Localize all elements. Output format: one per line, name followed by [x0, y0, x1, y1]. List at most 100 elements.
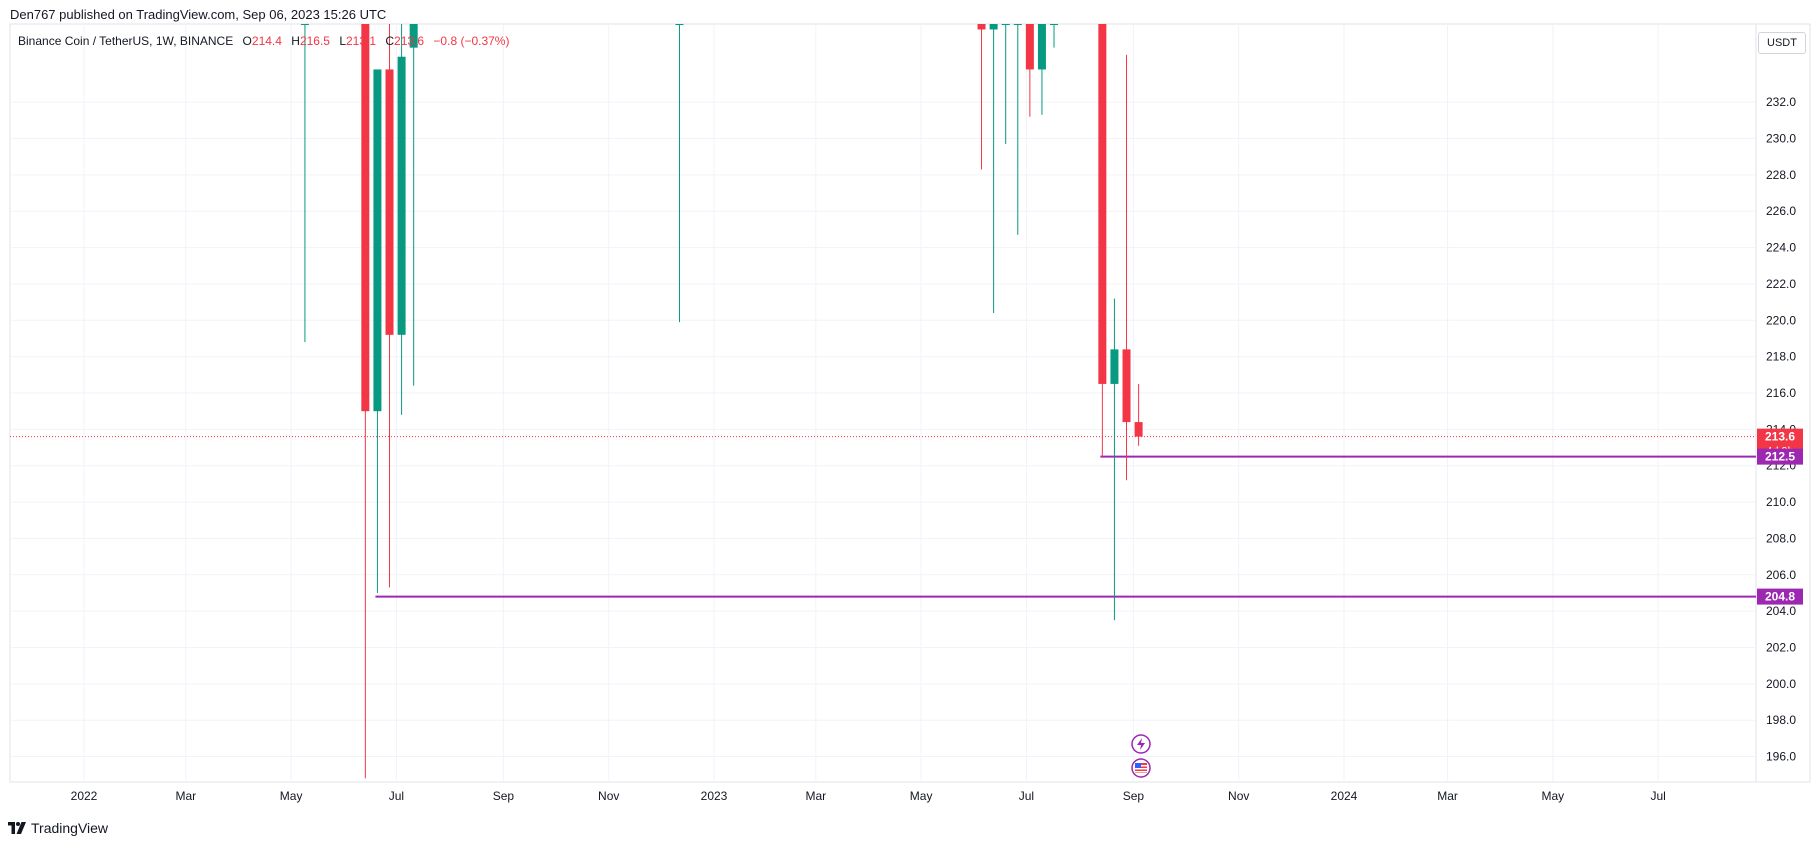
candle-body — [1098, 24, 1107, 384]
x-tick-label: Nov — [598, 789, 619, 803]
candle — [1013, 24, 1022, 235]
x-tick-label: Jul — [1019, 789, 1034, 803]
low-label: L — [339, 34, 346, 48]
y-tick-label: 224.0 — [1766, 241, 1796, 255]
low-value: 213.1 — [346, 34, 377, 48]
candle — [1134, 383, 1143, 446]
x-tick-label: May — [1542, 789, 1565, 803]
x-tick-label: Mar — [805, 789, 826, 803]
candle — [675, 24, 684, 323]
y-tick-label: 228.0 — [1766, 168, 1796, 182]
chart-frame — [9, 23, 1811, 783]
y-tick-label: 210.0 — [1766, 495, 1796, 509]
candle-body — [1050, 24, 1059, 25]
candle — [1098, 24, 1107, 457]
level-tag: 204.8 — [1757, 588, 1803, 605]
symbol-title[interactable]: Binance Coin / TetherUS, 1W, BINANCE — [18, 34, 234, 48]
footer-brand[interactable]: TradingView — [31, 820, 109, 836]
change-value: −0.8 (−0.37%) — [433, 34, 510, 48]
candles — [300, 24, 1143, 779]
y-tick-label: 206.0 — [1766, 568, 1796, 582]
candle-body — [1013, 24, 1022, 25]
candle — [1025, 24, 1034, 117]
candle — [1110, 298, 1119, 621]
x-tick-label: May — [280, 789, 303, 803]
candle — [1050, 24, 1059, 48]
x-tick-label: 2022 — [71, 789, 98, 803]
candle — [385, 24, 394, 588]
y-tick-label: 230.0 — [1766, 132, 1796, 146]
close-value: 213.6 — [394, 34, 425, 48]
lightning-icon[interactable] — [1131, 734, 1151, 754]
x-tick-label: Mar — [175, 789, 196, 803]
candle-body — [373, 69, 382, 412]
candle-body — [675, 24, 684, 25]
x-tick-label: Nov — [1228, 789, 1249, 803]
candle-body — [977, 24, 986, 30]
candle-body — [397, 56, 406, 335]
y-tick-label: 216.0 — [1766, 386, 1796, 400]
candle-body — [361, 24, 370, 412]
level-tag-text: 204.8 — [1765, 590, 1795, 604]
symbol-legend: Binance Coin / TetherUS, 1W, BINANCE O21… — [18, 34, 509, 48]
y-tick-label: 218.0 — [1766, 350, 1796, 364]
x-tick-label: Mar — [1437, 789, 1458, 803]
x-tick-label: May — [910, 789, 933, 803]
y-tick-label: 196.0 — [1766, 750, 1796, 764]
candle — [361, 24, 370, 779]
y-tick-label: 208.0 — [1766, 531, 1796, 545]
candle-body — [1110, 349, 1119, 384]
x-tick-label: Jul — [389, 789, 404, 803]
chart-grid — [9, 23, 1811, 783]
tradingview-logo-icon[interactable] — [8, 822, 26, 834]
candle-body — [1122, 349, 1131, 423]
candle — [1122, 54, 1131, 481]
candle-body — [1001, 24, 1010, 25]
open-value: 214.4 — [251, 34, 282, 48]
candle — [409, 24, 418, 386]
high-value: 216.5 — [299, 34, 330, 48]
published-line: Den767 published on TradingView.com, Sep… — [10, 7, 387, 22]
y-tick-label: 222.0 — [1766, 277, 1796, 291]
high-label: H — [291, 34, 300, 48]
close-label: C — [385, 34, 395, 48]
candle — [1001, 24, 1010, 144]
y-tick-label: 200.0 — [1766, 677, 1796, 691]
event-icons — [1131, 734, 1151, 778]
time-axis: 2022 Mar May Jul Sep Nov 2023 Mar May Jul Sep Nov 20… — [71, 789, 1666, 803]
candle-body — [409, 24, 418, 48]
level-tag: 212.5 — [1757, 448, 1803, 465]
candle — [1037, 24, 1046, 115]
candle-body — [989, 24, 998, 30]
x-tick-label: 2024 — [1331, 789, 1358, 803]
y-tick-label: 232.0 — [1766, 95, 1796, 109]
currency-button[interactable]: USDT — [1758, 32, 1806, 54]
candle — [989, 24, 998, 314]
x-tick-label: 2023 — [701, 789, 728, 803]
y-tick-label: 220.0 — [1766, 313, 1796, 327]
candle — [977, 24, 986, 170]
candle-body — [1037, 24, 1046, 70]
us-flag-icon[interactable] — [1131, 758, 1151, 778]
candle — [397, 24, 406, 415]
y-tick-label: 226.0 — [1766, 204, 1796, 218]
y-tick-label: 204.0 — [1766, 604, 1796, 618]
candle-body — [300, 24, 309, 25]
candle-body — [1025, 24, 1034, 70]
candle-body — [1134, 422, 1143, 437]
candle — [300, 24, 309, 343]
candle — [373, 69, 382, 593]
y-tick-label: 202.0 — [1766, 640, 1796, 654]
last-price-tag-text: 213.6 — [1765, 430, 1795, 444]
x-tick-label: Sep — [1123, 789, 1145, 803]
y-tick-label: 198.0 — [1766, 713, 1796, 727]
candle-body — [385, 69, 394, 335]
level-lines — [10, 436, 1756, 598]
level-tag-text: 212.5 — [1765, 450, 1795, 464]
x-tick-label: Jul — [1650, 789, 1665, 803]
footer: TradingView — [8, 820, 108, 836]
x-tick-label: Sep — [493, 789, 515, 803]
open-label: O — [242, 34, 252, 48]
